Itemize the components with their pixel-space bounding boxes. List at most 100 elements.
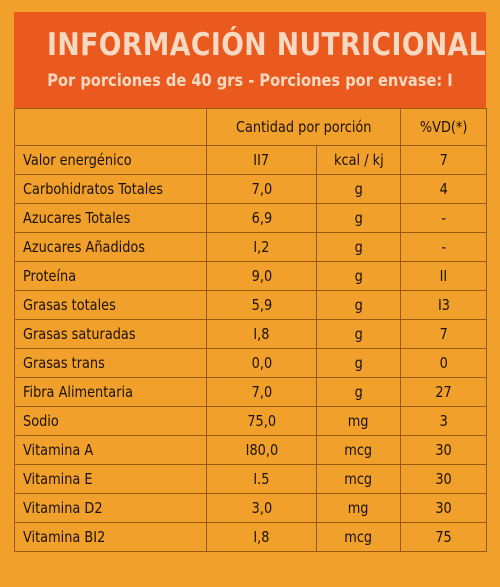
nutrient-cell: Grasas saturadas [14, 319, 207, 349]
amount-cell: I.5 [206, 464, 317, 494]
amount-text: 7,0 [251, 180, 272, 198]
amount-text: I,8 [253, 325, 270, 343]
vd-cell: 7 [400, 145, 487, 175]
unit-cell: mg [316, 493, 401, 523]
vd-text: 4 [439, 180, 448, 198]
vd-cell: 4 [400, 174, 487, 204]
table-row: Azucares Añadidos I,2 g - [14, 232, 487, 262]
nutrient-text: Vitamina A [23, 441, 94, 459]
amount-cell: I80,0 [206, 435, 317, 465]
vd-cell: - [400, 203, 487, 233]
vd-text: 30 [435, 441, 452, 459]
header-amount-label: Cantidad por porción [235, 118, 372, 136]
amount-cell: I,8 [206, 522, 317, 552]
header-band: INFORMACIÓN NUTRICIONAL Por porciones de… [14, 12, 486, 108]
vd-cell: - [400, 232, 487, 262]
vd-text: 27 [435, 383, 452, 401]
header-vd-cell: %VD(*) [400, 108, 487, 146]
amount-cell: 0,0 [206, 348, 317, 378]
vd-text: 7 [439, 325, 448, 343]
table-row: Grasas trans 0,0 g 0 [14, 348, 487, 378]
unit-text: g [354, 354, 363, 372]
nutrient-text: Vitamina E [23, 470, 93, 488]
table-row: Sodio 75,0 mg 3 [14, 406, 487, 436]
unit-cell: g [316, 377, 401, 407]
nutrient-text: Valor energénico [23, 151, 132, 169]
table-row: Vitamina E I.5 mcg 30 [14, 464, 487, 494]
vd-cell: 0 [400, 348, 487, 378]
label-subtitle: Por porciones de 40 grs - Porciones por … [47, 71, 453, 91]
nutrient-text: Vitamina BI2 [23, 528, 106, 546]
amount-cell: 9,0 [206, 261, 317, 291]
unit-text: mcg [344, 470, 373, 488]
table-row: Vitamina BI2 I,8 mcg 75 [14, 522, 487, 552]
header-nutrient-cell [14, 108, 207, 146]
nutrient-text: Grasas trans [23, 354, 105, 372]
nutrient-text: Carbohidratos Totales [23, 180, 164, 198]
amount-cell: 75,0 [206, 406, 317, 436]
unit-text: mg [348, 412, 369, 430]
nutrient-text: Grasas totales [23, 296, 116, 314]
table-row: Carbohidratos Totales 7,0 g 4 [14, 174, 487, 204]
nutrient-cell: Grasas totales [14, 290, 207, 320]
unit-text: g [354, 209, 363, 227]
nutrient-text: Azucares Totales [23, 209, 131, 227]
nutrient-text: Azucares Añadidos [23, 238, 146, 256]
vd-text: I3 [437, 296, 450, 314]
amount-cell: 7,0 [206, 377, 317, 407]
vd-cell: I3 [400, 290, 487, 320]
amount-text: I80,0 [245, 441, 278, 459]
nutrient-text: Proteína [23, 267, 77, 285]
vd-cell: II [400, 261, 487, 291]
nutrient-cell: Valor energénico [14, 145, 207, 175]
vd-cell: 27 [400, 377, 487, 407]
table-row: Grasas saturadas I,8 g 7 [14, 319, 487, 349]
nutrient-text: Vitamina D2 [23, 499, 103, 517]
unit-text: g [354, 238, 363, 256]
vd-cell: 30 [400, 493, 487, 523]
nutrient-cell: Fibra Alimentaria [14, 377, 207, 407]
nutrient-text: Sodio [23, 412, 59, 430]
unit-cell: g [316, 203, 401, 233]
vd-text: 0 [439, 354, 448, 372]
amount-cell: 5,9 [206, 290, 317, 320]
amount-cell: 7,0 [206, 174, 317, 204]
unit-text: g [354, 325, 363, 343]
unit-text: g [354, 180, 363, 198]
vd-text: - [441, 209, 446, 227]
amount-cell: 6,9 [206, 203, 317, 233]
amount-text: I.5 [253, 470, 270, 488]
vd-cell: 3 [400, 406, 487, 436]
nutrient-text: Grasas saturadas [23, 325, 136, 343]
unit-text: g [354, 296, 363, 314]
nutrient-cell: Grasas trans [14, 348, 207, 378]
amount-text: 7,0 [251, 383, 272, 401]
vd-text: 30 [435, 499, 452, 517]
header-amount-cell: Cantidad por porción [206, 108, 401, 146]
amount-text: 75,0 [247, 412, 276, 430]
table-row: Proteína 9,0 g II [14, 261, 487, 291]
nutrient-cell: Vitamina E [14, 464, 207, 494]
unit-cell: g [316, 290, 401, 320]
nutrient-cell: Proteína [14, 261, 207, 291]
unit-cell: g [316, 319, 401, 349]
unit-text: mcg [344, 528, 373, 546]
unit-cell: g [316, 261, 401, 291]
unit-text: g [354, 383, 363, 401]
nutrient-cell: Vitamina A [14, 435, 207, 465]
unit-text: g [354, 267, 363, 285]
unit-cell: g [316, 348, 401, 378]
unit-cell: g [316, 232, 401, 262]
unit-text: kcal / kj [333, 151, 384, 169]
nutrient-cell: Vitamina BI2 [14, 522, 207, 552]
unit-cell: mcg [316, 522, 401, 552]
amount-text: 9,0 [251, 267, 272, 285]
nutrient-cell: Carbohidratos Totales [14, 174, 207, 204]
unit-cell: mcg [316, 435, 401, 465]
vd-text: 30 [435, 470, 452, 488]
amount-text: 0,0 [251, 354, 272, 372]
table-row: Vitamina A I80,0 mcg 30 [14, 435, 487, 465]
amount-text: 5,9 [251, 296, 272, 314]
vd-cell: 75 [400, 522, 487, 552]
